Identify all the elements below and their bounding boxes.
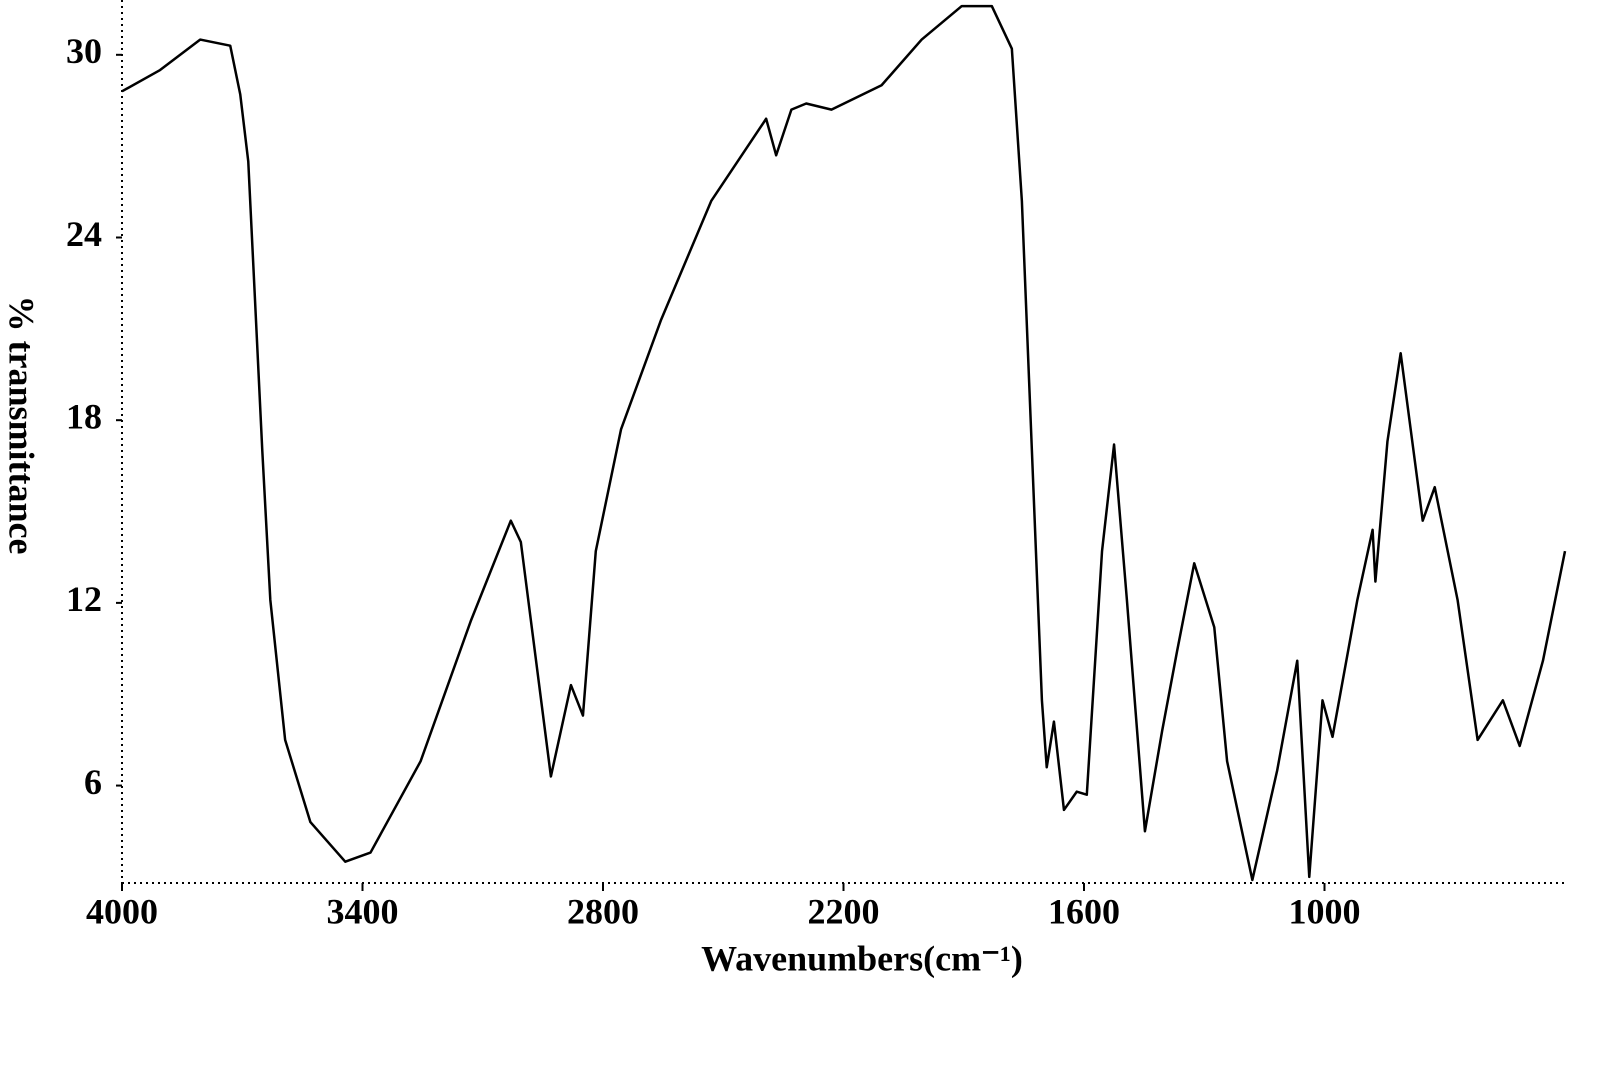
x-tick-label: 4000 [86,891,158,931]
y-tick-label: 18 [66,396,102,436]
spectrum-line [121,4,1567,882]
x-axis-label: Wavenumbers(cm⁻¹) [701,938,1023,978]
x-tick-label: 2200 [808,891,880,931]
y-tick-label: 12 [66,579,102,619]
y-tick-label: 24 [66,214,102,254]
x-tick-label: 1600 [1048,891,1120,931]
y-tick-label: 30 [66,31,102,71]
y-tick-label: 6 [84,762,102,802]
x-tick-label: 3400 [327,891,399,931]
y-axis-label: % transmittance [2,296,42,555]
x-tick-label: 1000 [1289,891,1361,931]
x-tick-label: 2800 [567,891,639,931]
